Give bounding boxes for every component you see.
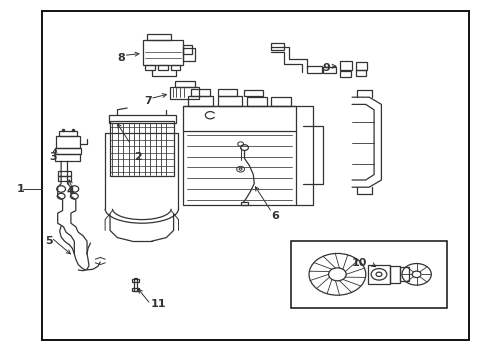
Bar <box>158 65 167 70</box>
Text: 8: 8 <box>117 53 125 63</box>
Bar <box>134 278 137 291</box>
Text: 7: 7 <box>144 96 152 106</box>
Bar <box>142 40 183 65</box>
Bar <box>55 148 81 154</box>
Bar <box>183 45 191 54</box>
Bar <box>170 87 198 99</box>
Bar <box>58 176 71 181</box>
Bar <box>183 106 295 205</box>
Bar <box>145 65 155 70</box>
Text: 11: 11 <box>150 299 166 309</box>
Bar <box>306 66 321 73</box>
Bar <box>339 61 351 70</box>
Bar <box>175 81 194 87</box>
Bar <box>132 288 139 291</box>
Text: 2: 2 <box>134 152 142 162</box>
Bar <box>244 90 263 96</box>
Text: 10: 10 <box>351 258 366 268</box>
Bar <box>290 241 447 308</box>
Bar <box>41 11 468 340</box>
Bar <box>246 97 266 106</box>
Bar <box>217 96 242 106</box>
Bar <box>190 89 210 96</box>
Bar <box>188 96 212 106</box>
Bar <box>58 171 71 176</box>
Text: 9: 9 <box>322 63 330 73</box>
Bar <box>271 43 283 50</box>
Bar <box>389 266 400 283</box>
Bar <box>355 62 366 70</box>
Text: 6: 6 <box>271 211 279 221</box>
Bar <box>108 115 176 123</box>
Text: 5: 5 <box>45 236 53 246</box>
Bar <box>183 48 195 61</box>
Bar <box>132 279 139 282</box>
Bar <box>59 131 77 136</box>
Bar <box>217 89 237 96</box>
Text: 3: 3 <box>49 152 57 162</box>
Bar <box>339 71 350 77</box>
Bar <box>367 265 389 284</box>
Bar <box>241 202 248 205</box>
Bar <box>56 136 80 148</box>
Bar <box>146 34 171 40</box>
Bar <box>110 121 173 176</box>
Text: 4: 4 <box>66 186 74 196</box>
Bar <box>400 267 408 281</box>
Bar <box>271 97 290 106</box>
Text: 1: 1 <box>17 184 25 194</box>
Bar <box>355 70 365 76</box>
Bar <box>322 67 336 73</box>
Bar <box>55 154 80 161</box>
Bar <box>170 65 180 70</box>
